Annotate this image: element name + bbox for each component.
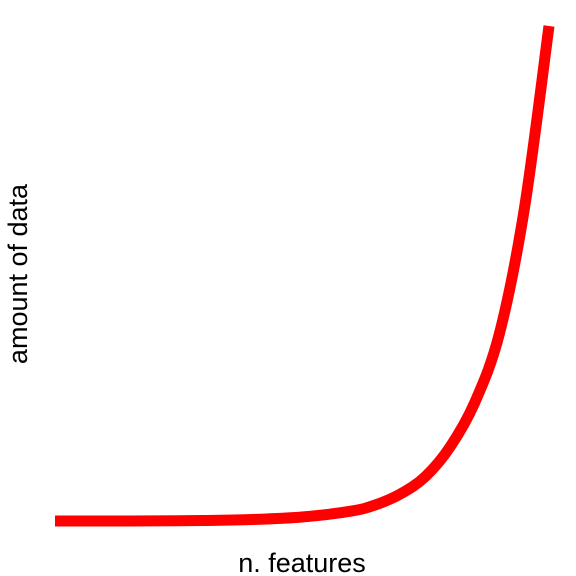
- series-line-0: [54, 25, 555, 527]
- plot-area: [54, 25, 555, 527]
- y-axis-label: amount of data: [3, 183, 33, 364]
- x-axis-label: n. features: [238, 548, 366, 576]
